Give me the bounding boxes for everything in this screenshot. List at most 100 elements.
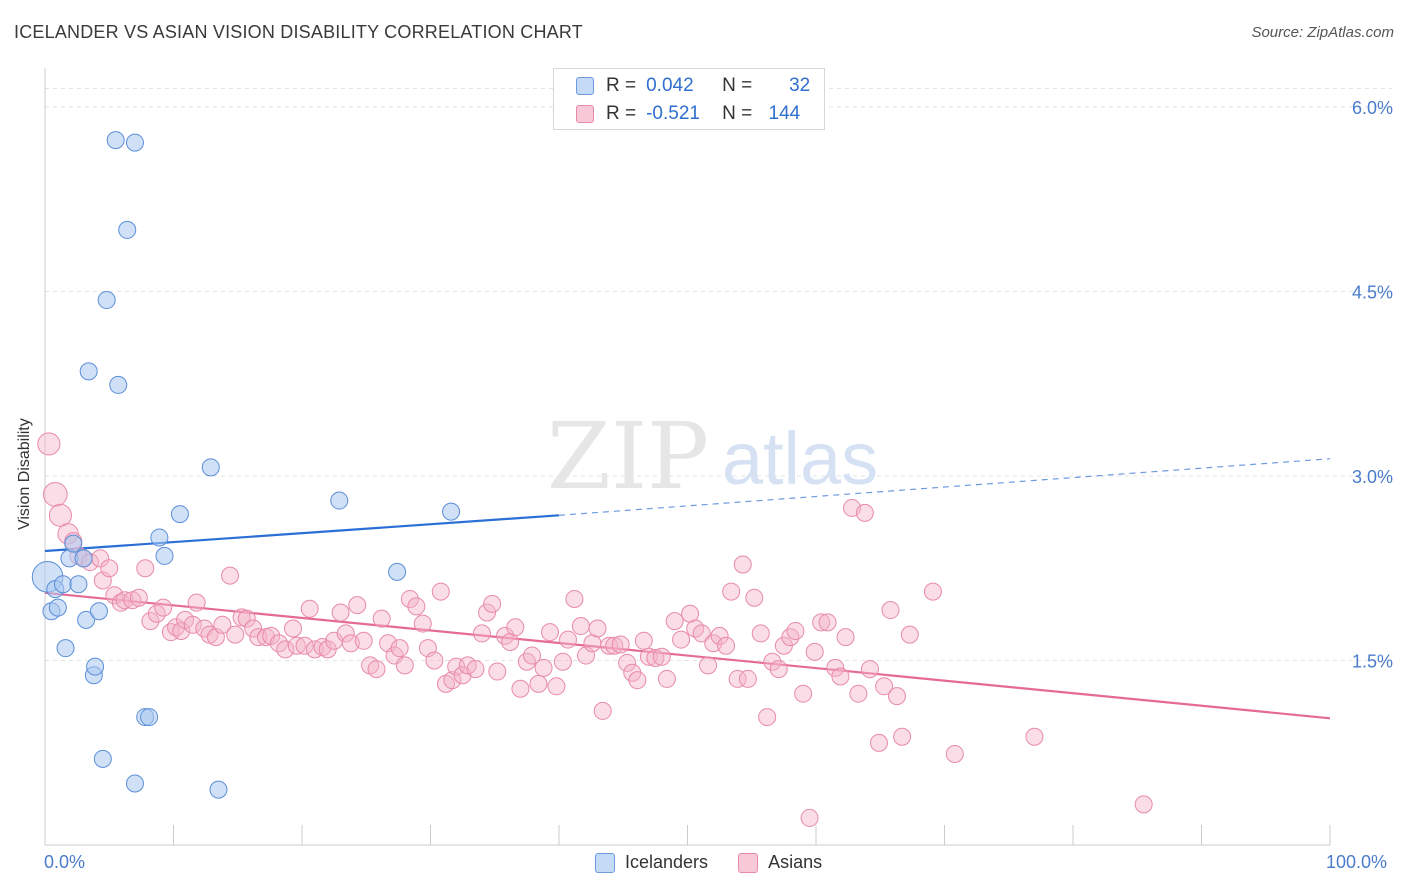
- asians-point[interactable]: [722, 582, 741, 601]
- asians-point[interactable]: [553, 652, 572, 671]
- asians-point[interactable]: [141, 612, 160, 631]
- asians-point[interactable]: [634, 631, 653, 650]
- asians-point[interactable]: [628, 671, 647, 690]
- asians-point[interactable]: [547, 677, 566, 696]
- asians-point[interactable]: [390, 639, 409, 658]
- icelanders-point[interactable]: [388, 562, 407, 581]
- asians-point[interactable]: [244, 619, 263, 638]
- asians-point[interactable]: [237, 609, 256, 628]
- asians-point[interactable]: [751, 624, 770, 643]
- asians-point[interactable]: [331, 603, 350, 622]
- asians-point[interactable]: [717, 636, 736, 655]
- asians-point[interactable]: [400, 589, 419, 608]
- asians-point[interactable]: [367, 660, 386, 679]
- asians-point[interactable]: [593, 701, 612, 720]
- asians-point[interactable]: [558, 630, 577, 649]
- asians-point[interactable]: [213, 615, 232, 634]
- icelanders-point[interactable]: [86, 657, 105, 676]
- asians-point[interactable]: [295, 636, 314, 655]
- icelanders-point[interactable]: [209, 780, 228, 799]
- asians-point[interactable]: [672, 630, 691, 649]
- asians-point[interactable]: [313, 637, 332, 656]
- asians-point[interactable]: [115, 591, 134, 610]
- asians-point[interactable]: [187, 593, 206, 612]
- icelanders-point[interactable]: [97, 291, 116, 310]
- icelanders-point[interactable]: [74, 549, 93, 568]
- asians-point[interactable]: [699, 656, 718, 675]
- icelanders-point[interactable]: [69, 575, 88, 594]
- asians-point[interactable]: [276, 640, 295, 659]
- asians-point[interactable]: [154, 598, 173, 617]
- asians-point[interactable]: [611, 635, 630, 654]
- asians-point[interactable]: [692, 624, 711, 643]
- asians-point[interactable]: [348, 596, 367, 615]
- asians-point[interactable]: [372, 609, 391, 628]
- asians-point[interactable]: [472, 624, 491, 643]
- asians-point[interactable]: [443, 671, 462, 690]
- asians-point[interactable]: [710, 626, 729, 645]
- asians-point[interactable]: [226, 625, 245, 644]
- legend-item-asians[interactable]: Asians: [738, 852, 822, 873]
- asians-point[interactable]: [523, 646, 542, 665]
- asians-point[interactable]: [48, 503, 72, 527]
- asians-point[interactable]: [511, 679, 530, 698]
- asians-point[interactable]: [105, 586, 124, 605]
- asians-point[interactable]: [812, 613, 831, 632]
- asians-point[interactable]: [300, 599, 319, 618]
- asians-point[interactable]: [652, 647, 671, 666]
- asians-point[interactable]: [529, 674, 548, 693]
- asians-point[interactable]: [646, 649, 665, 668]
- asians-point[interactable]: [1134, 795, 1153, 814]
- asians-point[interactable]: [618, 653, 637, 672]
- icelanders-point[interactable]: [79, 362, 98, 381]
- icelanders-point[interactable]: [140, 708, 159, 727]
- asians-point[interactable]: [287, 636, 306, 655]
- asians-point[interactable]: [172, 621, 191, 640]
- asians-point[interactable]: [605, 636, 624, 655]
- asians-point[interactable]: [588, 619, 607, 638]
- asians-point[interactable]: [860, 660, 879, 679]
- asians-point[interactable]: [407, 597, 426, 616]
- icelanders-point[interactable]: [56, 639, 75, 658]
- asians-point[interactable]: [136, 559, 155, 578]
- asians-point[interactable]: [733, 555, 752, 574]
- asians-point[interactable]: [794, 684, 813, 703]
- asians-point[interactable]: [183, 615, 202, 634]
- asians-point[interactable]: [869, 733, 888, 752]
- asians-point[interactable]: [945, 744, 964, 763]
- asians-point[interactable]: [769, 660, 788, 679]
- asians-point[interactable]: [413, 614, 432, 633]
- asians-point[interactable]: [831, 667, 850, 686]
- asians-point[interactable]: [849, 684, 868, 703]
- icelanders-point[interactable]: [155, 546, 174, 565]
- asians-point[interactable]: [571, 617, 590, 636]
- icelanders-point[interactable]: [201, 458, 220, 477]
- asians-point[interactable]: [565, 589, 584, 608]
- asians-point[interactable]: [745, 588, 764, 607]
- icelanders-point[interactable]: [118, 220, 137, 239]
- asians-point[interactable]: [37, 432, 61, 456]
- icelanders-point[interactable]: [150, 528, 169, 547]
- asians-point[interactable]: [284, 619, 303, 638]
- icelanders-point[interactable]: [330, 491, 349, 510]
- asians-point[interactable]: [786, 621, 805, 640]
- asians-point[interactable]: [354, 631, 373, 650]
- asians-point[interactable]: [639, 647, 658, 666]
- asians-point[interactable]: [893, 727, 912, 746]
- icelanders-point[interactable]: [170, 505, 189, 524]
- asians-point[interactable]: [875, 677, 894, 696]
- asians-point[interactable]: [836, 628, 855, 647]
- icelanders-point[interactable]: [89, 602, 108, 621]
- asians-point[interactable]: [900, 625, 919, 644]
- asians-point[interactable]: [805, 642, 824, 661]
- asians-point[interactable]: [763, 652, 782, 671]
- asians-point[interactable]: [42, 482, 68, 507]
- asians-point[interactable]: [395, 656, 414, 675]
- asians-point[interactable]: [541, 623, 560, 642]
- asians-point[interactable]: [488, 662, 507, 681]
- asians-point[interactable]: [887, 687, 906, 706]
- asians-point[interactable]: [600, 636, 619, 655]
- asians-point[interactable]: [818, 613, 837, 632]
- asians-point[interactable]: [728, 669, 747, 688]
- asians-point[interactable]: [100, 559, 119, 578]
